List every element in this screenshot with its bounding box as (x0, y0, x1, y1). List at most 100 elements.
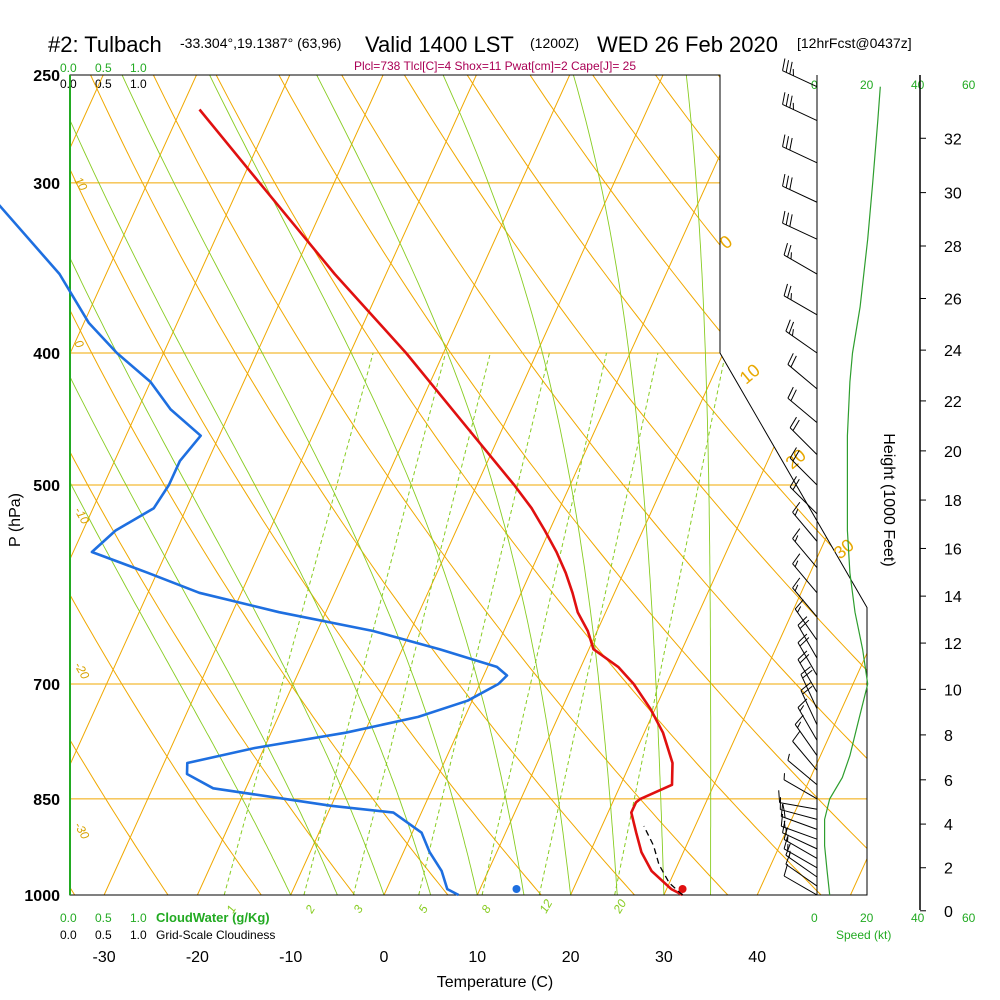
barb-flag (792, 501, 801, 513)
mixing-ratio-line (538, 352, 659, 895)
barb-flag (799, 654, 810, 664)
barb-staff (782, 185, 818, 203)
barb-staff (787, 759, 818, 786)
barb-flag (792, 450, 800, 462)
speed-tick: 20 (860, 78, 874, 92)
mixing-ratio-line (303, 352, 447, 895)
barb-flag (782, 210, 786, 224)
barb-staff (794, 608, 818, 641)
dry-adiabat (328, 75, 867, 895)
mixing-ratio-line (481, 352, 608, 895)
barb-staff (787, 397, 818, 424)
temperature-tick-label: 40 (748, 949, 766, 966)
wind-barb (792, 730, 818, 771)
barb-staff (800, 690, 818, 726)
barb-staff (783, 838, 818, 859)
temperature-tick-label: 10 (468, 949, 486, 966)
cloudiness-tick: 0.5 (95, 928, 112, 942)
barb-flag (783, 836, 788, 849)
moist-adiabat (666, 75, 712, 895)
barb-staff (785, 863, 818, 887)
barb-staff (797, 659, 818, 693)
isotherm-line (383, 75, 817, 895)
barb-flag (800, 666, 811, 675)
isotherm-line (663, 75, 867, 895)
barb-flag (783, 283, 788, 296)
height-tick-label: 2 (944, 861, 953, 878)
barb-staff (792, 538, 818, 568)
barb-flag (789, 61, 793, 75)
wind-barb (787, 753, 818, 786)
barb-flag (802, 669, 813, 679)
height-tick-label: 4 (944, 817, 953, 834)
cloudwater-tick: 0.5 (95, 911, 112, 925)
wind-barb (780, 813, 818, 840)
height-axis-label: Height (1000 Feet) (880, 433, 897, 566)
barb-staff (792, 587, 818, 618)
barb-flag (791, 329, 794, 336)
barb-staff (785, 330, 818, 354)
dry-adiabat (70, 75, 355, 895)
barb-flag (792, 419, 800, 431)
temperature-tick-label: 20 (562, 949, 580, 966)
wind-barb (783, 863, 818, 896)
barb-flag (797, 721, 802, 728)
dry-adiabat-label: -10 (71, 505, 92, 527)
barb-flag (799, 637, 810, 647)
dry-adiabat (70, 75, 262, 895)
mixing-ratio-label: 8 (478, 902, 494, 915)
mixing-ratio-label: 5 (415, 902, 431, 915)
wind-barb (782, 210, 818, 240)
cloudiness-tick: 1.0 (130, 77, 147, 91)
wind-barb (782, 173, 818, 203)
height-tick-label: 20 (944, 444, 962, 461)
height-tick-label: 26 (944, 292, 962, 309)
barb-staff (792, 511, 818, 542)
adiabat-lines (70, 75, 867, 895)
wind-barb (789, 447, 818, 486)
station-coords: -33.304°,19.1387° (63,96) (180, 35, 341, 51)
barb-flag (787, 353, 794, 365)
isotherm-line (850, 75, 867, 895)
isotherm-line (476, 75, 867, 895)
cloudwater-tick: 0.5 (95, 61, 112, 75)
dry-adiabat-label: -30 (71, 820, 92, 842)
wind-barb (782, 134, 818, 164)
barb-flag (787, 753, 790, 761)
wind-barb (800, 666, 818, 710)
barb-staff (780, 809, 818, 820)
height-tick-label: 22 (944, 394, 962, 411)
barb-flag (782, 803, 785, 811)
cloudiness-tick: 0.0 (60, 77, 77, 91)
barb-staff (782, 146, 818, 164)
barb-flag (787, 244, 792, 258)
wind-barb (783, 773, 818, 800)
barb-flag (789, 416, 797, 429)
plot-frame (69, 74, 868, 896)
barb-flag (792, 528, 801, 539)
wind-barb (785, 843, 818, 878)
height-tick-label: 28 (944, 239, 962, 256)
dry-adiabat (70, 75, 542, 895)
station-name: #2: Tulbach (48, 32, 162, 57)
surface-temperature-marker (678, 885, 687, 893)
isotherm-line (70, 75, 164, 895)
temperature-line (198, 108, 684, 897)
wind-speed-profile (824, 86, 881, 896)
moist-adiabat (379, 75, 618, 895)
moist-adiabat (70, 75, 478, 895)
wind-barb (785, 319, 818, 354)
dry-adiabat (92, 75, 729, 895)
pressure-tick-label: 700 (33, 677, 60, 694)
wind-barb (778, 790, 818, 810)
mixing-ratio-line (418, 352, 550, 895)
dry-adiabat-label: 0 (71, 338, 87, 351)
pressure-tick-label: 300 (33, 176, 60, 193)
barb-flag (785, 93, 790, 107)
wind-barb (783, 827, 818, 859)
barb-flag (789, 476, 797, 488)
barb-flag (785, 136, 790, 149)
pressure-tick-label: 1000 (24, 888, 60, 905)
wind-barb (787, 353, 818, 390)
barb-flag (797, 633, 808, 643)
